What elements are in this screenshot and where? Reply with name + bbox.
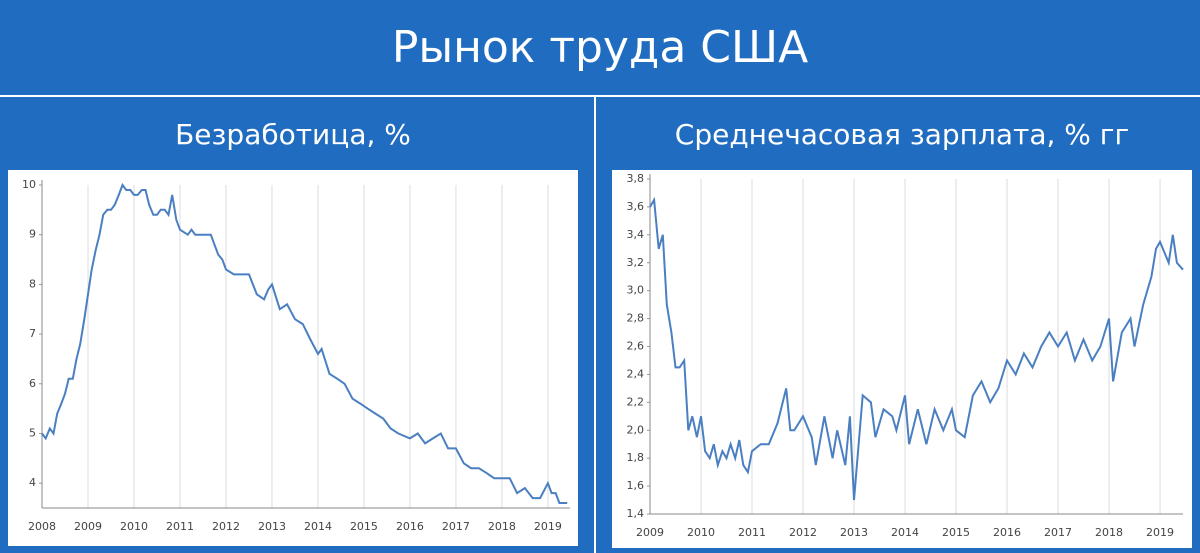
chart-title: Безработица, %: [175, 118, 411, 151]
data-line: [41, 182, 568, 504]
y-tick-label: 3,2: [627, 256, 645, 269]
x-tick-label: 2013: [840, 526, 868, 539]
y-tick-label: 2,8: [627, 312, 645, 325]
x-tick-label: 2009: [74, 520, 102, 533]
y-tick-label: 1,8: [627, 451, 645, 464]
y-tick-label: 3,0: [627, 284, 645, 297]
chart-panel: [8, 170, 578, 546]
x-tick-label: 2019: [1146, 526, 1174, 539]
x-tick-label: 2016: [993, 526, 1021, 539]
y-tick-label: 4: [29, 476, 36, 489]
x-tick-label: 2012: [212, 520, 240, 533]
y-tick-label: 6: [29, 377, 36, 390]
chart-panel: [612, 170, 1192, 548]
x-tick-label: 2017: [1044, 526, 1072, 539]
x-tick-label: 2012: [789, 526, 817, 539]
x-tick-label: 2014: [304, 520, 332, 533]
x-tick-label: 2010: [687, 526, 715, 539]
y-tick-label: 1,4: [627, 507, 645, 520]
y-tick-label: 10: [22, 178, 36, 191]
y-tick-label: 3,4: [627, 228, 645, 241]
y-tick-label: 2,0: [627, 423, 645, 436]
y-tick-label: 2,6: [627, 340, 645, 353]
x-tick-label: 2015: [942, 526, 970, 539]
x-tick-label: 2011: [166, 520, 194, 533]
x-tick-label: 2014: [891, 526, 919, 539]
x-tick-label: 2015: [350, 520, 378, 533]
y-tick-label: 1,6: [627, 479, 645, 492]
x-tick-label: 2016: [396, 520, 424, 533]
y-tick-label: 2,4: [627, 367, 645, 380]
x-tick-label: 2019: [534, 520, 562, 533]
data-line: [649, 196, 1184, 501]
y-tick-label: 3,6: [627, 200, 645, 213]
y-tick-label: 5: [29, 426, 36, 439]
x-tick-label: 2009: [636, 526, 664, 539]
x-tick-label: 2011: [738, 526, 766, 539]
y-tick-label: 7: [29, 327, 36, 340]
x-tick-label: 2018: [1095, 526, 1123, 539]
chart-title: Среднечасовая зарплата, % гг: [675, 118, 1129, 151]
y-tick-label: 8: [29, 277, 36, 290]
y-tick-label: 9: [29, 228, 36, 241]
x-tick-label: 2010: [120, 520, 148, 533]
page-title: Рынок труда США: [392, 22, 808, 73]
x-tick-label: 2008: [28, 520, 56, 533]
x-tick-label: 2017: [442, 520, 470, 533]
x-tick-label: 2018: [488, 520, 516, 533]
x-tick-label: 2013: [258, 520, 286, 533]
y-tick-label: 3,8: [627, 172, 645, 185]
y-tick-label: 2,2: [627, 395, 645, 408]
